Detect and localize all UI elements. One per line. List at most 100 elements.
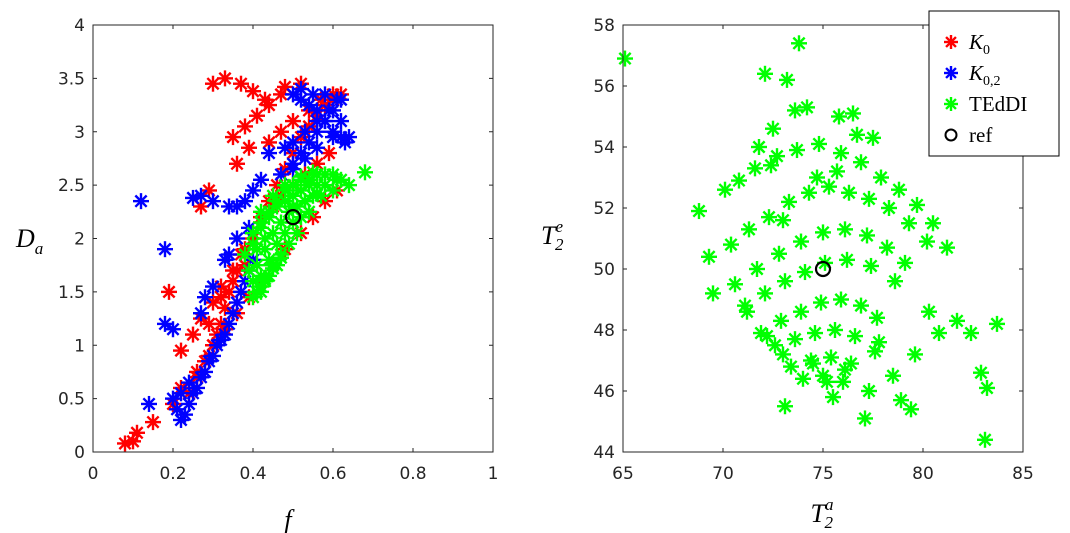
left-reference-point xyxy=(284,209,302,226)
left-series-k0-point-stroke xyxy=(118,436,132,450)
left-series-k0-point-stroke xyxy=(242,141,256,155)
left-series-k0-point xyxy=(129,424,145,441)
left-series-k0-2-point xyxy=(165,321,181,338)
left-series-k0-2-point-stroke xyxy=(158,317,172,331)
left-y-tick-label: 0 xyxy=(74,443,85,463)
left-series-teddi-point xyxy=(281,235,297,252)
right-series-teddi-point-stroke xyxy=(794,235,808,249)
left-series-k0-2-point-stroke xyxy=(310,114,324,128)
right-x-axis-label: Ta 2 xyxy=(811,495,834,532)
left-series-k0-point xyxy=(225,262,241,279)
right-y-tick-label: 58 xyxy=(593,16,615,36)
right-series-teddi-point-stroke xyxy=(802,186,816,200)
right-series-teddi-point-stroke xyxy=(732,174,746,188)
legend-entry-3: ref xyxy=(944,123,992,147)
right-series-teddi-point-stroke xyxy=(922,305,936,319)
left-series-k0-2-point xyxy=(173,385,189,402)
left-series-k0-2-point-stroke xyxy=(262,146,276,160)
right-series-teddi-point xyxy=(897,254,913,271)
legend-label: K0,2 xyxy=(968,61,1001,89)
left-series-teddi-point xyxy=(245,273,261,290)
right-series-teddi-point-stroke xyxy=(838,222,852,236)
left-series-k0-2-point-stroke xyxy=(286,87,300,101)
left-series-teddi-point-stroke xyxy=(358,165,372,179)
right-series-teddi-point-stroke xyxy=(758,67,772,81)
right-y-tick-label: 50 xyxy=(593,260,615,280)
right-series-teddi-point-stroke xyxy=(880,241,894,255)
right-series-teddi-point-stroke xyxy=(834,146,848,160)
right-series-teddi-point-stroke xyxy=(742,222,756,236)
left-series-k0-2-point xyxy=(333,113,349,130)
left-series-k0-point-stroke xyxy=(246,84,260,98)
left-series-k0-2-point xyxy=(309,113,325,130)
left-series-k0-point xyxy=(261,134,277,151)
legend-ref-marker xyxy=(944,128,958,142)
right-series-teddi-point-stroke xyxy=(738,299,752,313)
left-series-k0-point-stroke xyxy=(226,274,240,288)
right-series-teddi-point xyxy=(777,398,793,415)
left-series-k0-2-point-stroke xyxy=(230,199,244,213)
left-series-k0-2-point-stroke xyxy=(318,87,332,101)
left-series-k0-2-point xyxy=(229,230,245,247)
right-series-teddi-point-stroke xyxy=(706,286,720,300)
left-series-teddi-point-stroke xyxy=(286,215,300,229)
right-ticks: 65 70 75 80 85 44 46 48 50 52 54 56 58 xyxy=(593,16,1033,484)
right-series-teddi-point-stroke xyxy=(874,170,888,185)
right-series-teddi-point xyxy=(807,325,823,342)
left-series-teddi-point-stroke xyxy=(298,194,312,208)
left-series-k0-2-point xyxy=(329,91,345,108)
right-series-teddi-point-stroke xyxy=(854,155,868,169)
legend-entry-1: K0,2 xyxy=(944,61,1001,89)
left-series-k0-point xyxy=(161,283,177,300)
right-series-teddi-point-stroke xyxy=(846,106,860,120)
legend-marker-stroke xyxy=(945,67,957,79)
left-series-k0-point xyxy=(237,118,253,135)
right-series-teddi-point xyxy=(885,367,901,384)
left-series-teddi-point-stroke xyxy=(246,226,260,240)
right-series-teddi-point-stroke xyxy=(892,183,906,197)
left-series-k0-2-point-stroke xyxy=(186,191,200,205)
left-series-k0-2-point-stroke xyxy=(158,242,172,256)
right-series-teddi-point xyxy=(723,236,739,253)
left-series-k0-2-point-stroke xyxy=(166,392,180,406)
right-series-teddi-point xyxy=(747,160,763,177)
right-series-teddi-point xyxy=(835,373,851,390)
left-series-teddi-point-stroke xyxy=(238,248,252,262)
right-series-teddi-point xyxy=(845,105,861,122)
right-series-teddi-point-stroke xyxy=(784,360,798,374)
right-series-teddi-point xyxy=(833,145,849,162)
left-series-teddi-point xyxy=(253,203,269,220)
right-reference-point xyxy=(814,260,832,278)
right-series-teddi-point xyxy=(761,209,777,226)
left-series-k0-2-point xyxy=(309,139,325,156)
left-series-k0-2-point xyxy=(325,129,341,146)
left-y-tick-label: 1.5 xyxy=(58,283,85,303)
left-series-k0-point xyxy=(229,155,245,172)
right-series-teddi-point xyxy=(831,108,847,125)
right-series-teddi-point-stroke xyxy=(764,158,778,172)
right-series-teddi-point xyxy=(823,349,839,366)
right-series-teddi-point-stroke xyxy=(814,296,828,310)
left-series-k0-2-point-stroke xyxy=(326,130,340,144)
left-series-k0-2 xyxy=(133,81,357,428)
left-series-k0-2-point xyxy=(133,193,149,210)
right-series-teddi-point xyxy=(989,315,1005,332)
left-series-teddi-point-stroke xyxy=(282,237,296,251)
left-series-teddi-point xyxy=(309,185,325,202)
right-series-teddi-point xyxy=(909,196,925,213)
right-series-teddi-point-stroke xyxy=(920,235,934,249)
right-series-teddi-point-stroke xyxy=(858,411,872,425)
right-series-teddi-point xyxy=(821,178,837,195)
legend-marker xyxy=(944,35,958,49)
left-x-tick-label: 0 xyxy=(88,464,99,484)
left-series-k0-2-point-stroke xyxy=(294,82,308,96)
left-panel: 0 0.2 0.4 0.6 0.8 1 0 0.5 1 1.5 2 2.5 3 3.5 4 f Da xyxy=(15,16,498,533)
left-series-k0-2-point xyxy=(273,166,289,183)
right-series-teddi-point xyxy=(925,215,941,232)
right-series-teddi-point xyxy=(825,389,841,406)
left-series-k0-2-point-stroke xyxy=(166,322,180,336)
left-series-teddi-point-stroke xyxy=(290,226,304,240)
right-series-teddi-point xyxy=(757,285,773,302)
right-series-teddi-point-stroke xyxy=(776,213,790,227)
right-series-teddi-point-stroke xyxy=(822,180,836,194)
